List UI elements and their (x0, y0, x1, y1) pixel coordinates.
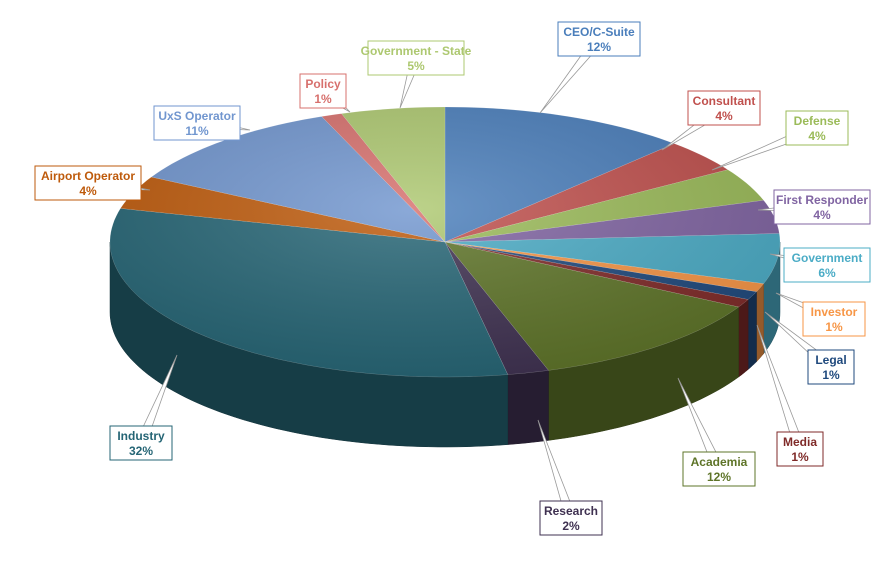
value-label-academia: 12% (707, 470, 731, 484)
value-label-industry: 32% (129, 444, 153, 458)
label-box-airport-operator (34, 165, 142, 201)
value-label-uxs-operator: 11% (185, 124, 209, 138)
label-box-research (539, 500, 603, 536)
label-box-first-responder (773, 189, 871, 225)
category-label-government: Government (792, 251, 863, 265)
label-box-government (783, 247, 871, 283)
category-label-investor: Investor (811, 305, 858, 319)
category-label-legal: Legal (815, 353, 846, 367)
category-label-media: Media (783, 435, 817, 449)
slice-side-investor (756, 283, 764, 363)
category-label-industry: Industry (117, 429, 165, 443)
value-label-government-state: 5% (407, 59, 425, 73)
value-label-ceo-c-suite: 12% (587, 40, 611, 54)
label-box-legal (807, 349, 855, 385)
label-box-investor (802, 301, 866, 337)
label-box-government-state (367, 40, 465, 76)
label-box-media (776, 431, 824, 467)
category-label-uxs-operator: UxS Operator (158, 109, 236, 123)
label-box-academia (682, 451, 756, 487)
value-label-government: 6% (818, 266, 836, 280)
pie-top (109, 106, 781, 378)
value-label-consultant: 4% (715, 109, 733, 123)
value-label-investor: 1% (825, 320, 843, 334)
value-label-research: 2% (562, 519, 580, 533)
label-box-uxs-operator (153, 105, 241, 141)
category-label-airport-operator: Airport Operator (41, 169, 135, 183)
category-label-research: Research (544, 504, 598, 518)
label-box-ceo-c-suite (557, 21, 641, 57)
value-label-defense: 4% (808, 129, 826, 143)
category-label-ceo-c-suite: CEO/C-Suite (563, 25, 635, 39)
slice-side-legal (747, 291, 757, 371)
label-box-consultant (687, 90, 761, 126)
category-label-consultant: Consultant (693, 94, 756, 108)
value-label-policy: 1% (314, 92, 332, 106)
value-label-legal: 1% (822, 368, 840, 382)
category-label-first-responder: First Responder (776, 193, 868, 207)
label-box-policy (299, 73, 347, 109)
category-label-defense: Defense (794, 114, 841, 128)
value-label-first-responder: 4% (813, 208, 831, 222)
value-label-airport-operator: 4% (79, 184, 97, 198)
label-box-defense (785, 110, 849, 146)
value-label-media: 1% (791, 450, 809, 464)
category-label-policy: Policy (305, 77, 341, 91)
slice-side-media (738, 298, 749, 378)
label-box-industry (109, 425, 173, 461)
category-label-government-state: Government - State (361, 44, 472, 58)
category-label-academia: Academia (691, 455, 748, 469)
